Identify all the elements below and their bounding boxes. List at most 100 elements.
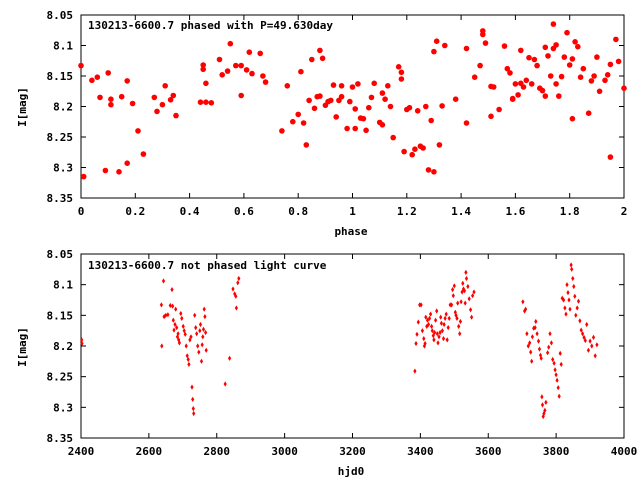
phased-y-tick-label: 8.1 bbox=[53, 40, 73, 53]
phased-y-tick-label: 8.15 bbox=[47, 70, 74, 83]
data-point bbox=[414, 108, 421, 114]
data-point bbox=[575, 43, 581, 50]
data-point bbox=[425, 167, 432, 173]
data-point bbox=[174, 306, 178, 312]
data-point bbox=[438, 329, 442, 336]
data-point bbox=[442, 42, 448, 49]
data-point bbox=[223, 381, 227, 387]
phased-y-tick-label: 8.05 bbox=[47, 9, 74, 22]
data-point bbox=[441, 336, 446, 342]
data-point bbox=[613, 36, 619, 43]
data-point bbox=[238, 62, 244, 69]
phased-x-tick-label: 1.2 bbox=[397, 205, 417, 218]
data-point bbox=[450, 302, 454, 308]
data-point bbox=[200, 342, 204, 348]
data-point bbox=[542, 93, 549, 99]
data-point bbox=[539, 355, 543, 361]
unphased-y-tick-label: 8.1 bbox=[53, 279, 73, 292]
data-point bbox=[395, 64, 402, 70]
data-point bbox=[203, 99, 209, 105]
data-point bbox=[564, 29, 570, 36]
data-point bbox=[586, 347, 590, 353]
data-point bbox=[472, 289, 476, 295]
data-point bbox=[166, 312, 170, 318]
data-point bbox=[526, 54, 532, 61]
data-point bbox=[585, 110, 592, 116]
data-point bbox=[537, 346, 542, 352]
data-point bbox=[575, 305, 579, 311]
phased-x-tick-label: 0.8 bbox=[288, 205, 308, 218]
data-point bbox=[558, 73, 565, 80]
data-point bbox=[432, 337, 436, 343]
data-point bbox=[231, 286, 235, 292]
unphased-y-tick-label: 8.3 bbox=[53, 401, 73, 414]
data-point bbox=[401, 148, 407, 155]
data-point bbox=[355, 81, 361, 87]
data-point bbox=[431, 169, 437, 175]
data-point bbox=[422, 336, 426, 342]
data-point bbox=[190, 384, 194, 390]
data-point bbox=[419, 302, 423, 308]
data-point bbox=[198, 321, 203, 328]
data-point bbox=[530, 334, 534, 340]
data-point bbox=[595, 342, 599, 348]
data-point bbox=[416, 319, 420, 325]
data-point bbox=[151, 94, 158, 101]
data-point bbox=[467, 296, 471, 302]
data-point bbox=[501, 43, 508, 49]
data-point bbox=[504, 65, 511, 72]
data-point bbox=[482, 40, 489, 46]
data-point bbox=[435, 331, 439, 337]
unphased-data-points bbox=[80, 262, 599, 420]
data-point bbox=[300, 120, 307, 126]
data-point bbox=[180, 315, 184, 321]
data-point bbox=[509, 96, 516, 102]
phased-x-tick-label: 0 bbox=[78, 205, 85, 218]
data-point bbox=[480, 31, 486, 38]
data-point bbox=[201, 326, 206, 332]
data-point bbox=[462, 288, 467, 294]
data-point bbox=[452, 283, 456, 289]
unphased-x-tick-label: 3600 bbox=[475, 445, 502, 458]
data-point bbox=[446, 325, 450, 331]
data-point bbox=[385, 83, 391, 89]
data-point bbox=[466, 283, 470, 290]
data-point bbox=[234, 293, 238, 299]
data-point bbox=[108, 96, 114, 102]
phased-axes: 0 0.2 0.4 0.6 0.8 1 1.2 1.4 1.6 1.8 2 8.05 8.1 8.15 8.… bbox=[47, 9, 628, 218]
data-point bbox=[596, 88, 603, 95]
data-point bbox=[390, 134, 397, 141]
data-point bbox=[590, 343, 594, 349]
data-point bbox=[539, 87, 546, 94]
data-point bbox=[428, 117, 435, 124]
phased-x-tick-label: 0.4 bbox=[180, 205, 200, 218]
phased-data-points bbox=[78, 21, 627, 180]
data-point bbox=[525, 331, 529, 337]
data-point bbox=[406, 104, 413, 111]
data-point bbox=[556, 385, 560, 391]
data-point bbox=[433, 38, 440, 44]
data-point bbox=[236, 280, 240, 286]
data-point bbox=[238, 92, 244, 99]
unphased-x-tick-label: 4000 bbox=[611, 445, 638, 458]
phased-x-tick-label: 0.6 bbox=[234, 205, 254, 218]
data-point bbox=[457, 323, 461, 329]
data-point bbox=[583, 337, 587, 344]
data-point bbox=[431, 333, 435, 339]
data-point bbox=[234, 305, 238, 311]
data-point bbox=[424, 314, 428, 320]
data-point bbox=[520, 84, 527, 90]
data-point bbox=[551, 356, 555, 363]
data-point bbox=[154, 108, 160, 115]
data-point bbox=[183, 331, 187, 337]
data-point bbox=[311, 105, 318, 112]
data-point bbox=[233, 62, 239, 69]
data-point bbox=[440, 328, 444, 334]
data-point bbox=[471, 293, 475, 299]
data-point bbox=[548, 331, 552, 337]
phased-y-tick-label: 8.2 bbox=[53, 101, 73, 114]
data-point bbox=[379, 122, 386, 128]
data-point bbox=[547, 73, 554, 79]
data-point bbox=[191, 396, 195, 402]
data-point bbox=[352, 106, 359, 112]
